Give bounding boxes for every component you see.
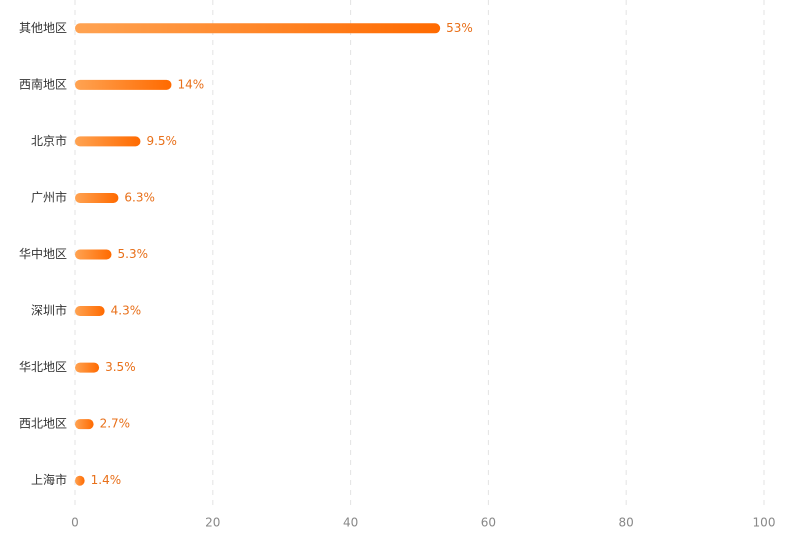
bar — [75, 249, 112, 260]
bar — [75, 419, 94, 430]
value-label: 9.5% — [146, 134, 177, 148]
value-label: 3.5% — [105, 360, 135, 374]
bar — [75, 475, 85, 486]
category-label: 广州市 — [31, 189, 67, 204]
x-tick-label: 20 — [205, 516, 220, 530]
x-tick-label: 0 — [71, 516, 79, 530]
category-label: 西北地区 — [19, 417, 67, 431]
value-label: 1.4% — [91, 473, 122, 487]
value-label: 6.3% — [124, 190, 155, 204]
category-label: 西南地区 — [19, 76, 67, 91]
category-label: 华北地区 — [19, 360, 67, 374]
x-tick-label: 40 — [343, 516, 358, 530]
bar — [75, 192, 119, 203]
value-label: 4.3% — [111, 304, 142, 318]
value-label: 14% — [177, 77, 204, 91]
bar — [75, 362, 100, 373]
value-label: 5.3% — [118, 247, 149, 261]
value-label: 2.7% — [100, 417, 131, 431]
category-label: 上海市 — [31, 472, 67, 487]
category-label: 深圳市 — [31, 303, 67, 318]
x-tick-label: 100 — [753, 516, 776, 530]
category-label: 其他地区 — [19, 21, 67, 35]
x-tick-label: 60 — [481, 516, 496, 530]
category-label: 华中地区 — [19, 246, 67, 261]
value-label: 53% — [446, 21, 473, 35]
bar — [75, 136, 141, 147]
bar — [75, 79, 172, 90]
x-tick-label: 80 — [619, 516, 634, 530]
bar — [75, 306, 105, 317]
category-label: 北京市 — [31, 133, 67, 148]
bar — [75, 23, 441, 34]
